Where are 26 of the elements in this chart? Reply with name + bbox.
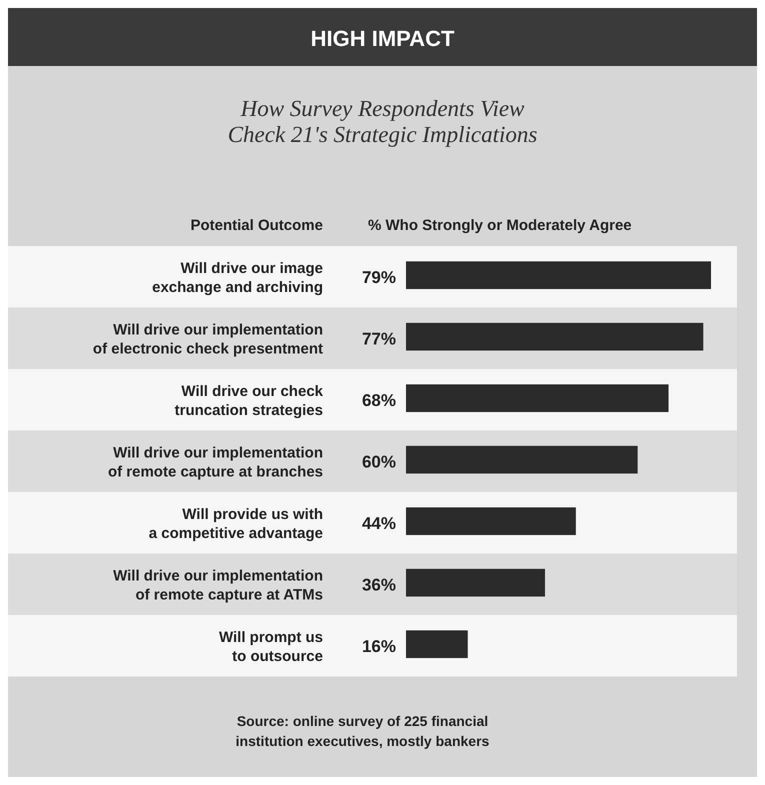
y-tick-label: Will drive our implementation of remote capture at branches	[108, 444, 323, 480]
y-tick-label: Will drive our check truncation strategies	[174, 382, 324, 419]
bar	[406, 507, 576, 536]
y-tick-label: Will drive our implementation of electronic check presentment	[92, 321, 323, 358]
data-label: 77%	[362, 329, 396, 348]
data-label: 68%	[362, 390, 396, 410]
bar	[406, 384, 669, 412]
bar	[406, 568, 545, 597]
x-axis-title: % Who Strongly or Moderately Agree	[368, 217, 632, 234]
bar	[406, 322, 704, 351]
chart-subtitle: How Survey Respondents View Check 21's Strategic Implications	[228, 96, 538, 147]
source-note: Source: online survey of 225 financial institution executives, mostly bankers	[236, 713, 490, 749]
y-tick-label: Will provide us with a competitive advantage	[148, 506, 323, 542]
y-tick-label: Will drive our implementation of remote capture at ATMs	[113, 567, 323, 604]
data-label: 16%	[362, 636, 396, 656]
bar	[406, 446, 638, 474]
data-label: 60%	[362, 452, 396, 472]
data-label: 44%	[362, 514, 396, 533]
y-axis-title: Potential Outcome	[190, 217, 323, 234]
bar	[406, 261, 711, 290]
y-tick-label: Will drive our image exchange and archiving	[152, 260, 323, 296]
data-label: 36%	[362, 575, 396, 594]
bar	[406, 630, 468, 658]
chart-title: HIGH IMPACT	[310, 26, 455, 51]
y-tick-label: Will prompt us to outsource	[218, 628, 323, 665]
data-label: 79%	[362, 268, 396, 287]
